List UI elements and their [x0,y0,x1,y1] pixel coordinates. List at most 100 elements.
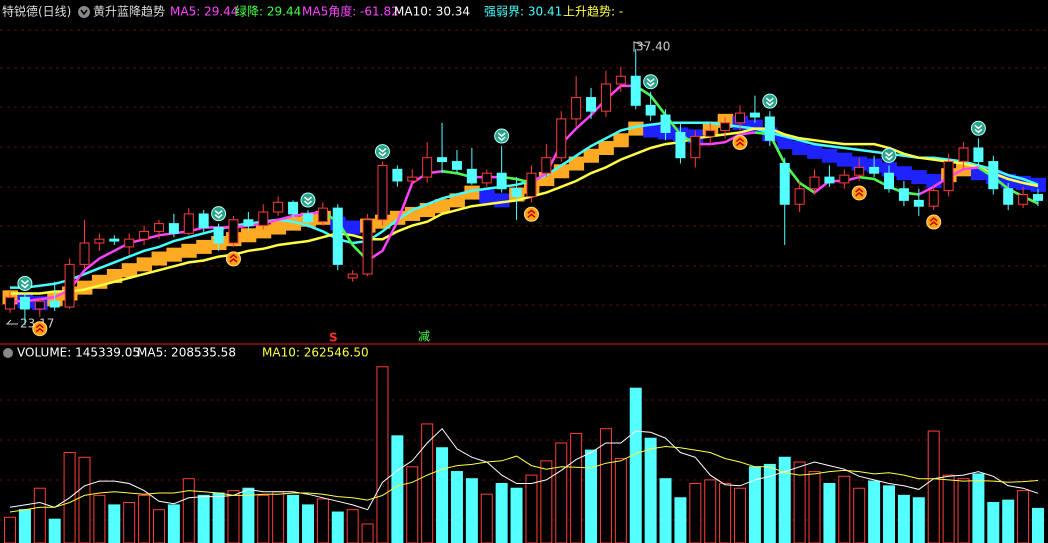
volume-bar [1032,507,1044,543]
volume-bar [436,447,449,543]
trend-band [240,228,257,243]
volume-bar [644,437,657,543]
candle-body [824,176,835,184]
volume-icon[interactable] [3,348,13,358]
trend-band [434,199,451,214]
trend-band [911,170,927,185]
volume-bar [808,471,821,543]
candle-body [94,238,105,244]
volume-bar [450,471,463,543]
candle-body [749,112,760,118]
volume-bar [361,523,374,543]
indicator-icon-arrow [80,9,88,16]
legend-item: MA5: 29.44 [170,5,238,19]
volume-bar [763,463,776,543]
trend-band [166,247,182,262]
volume-bar [614,457,627,543]
buy-signal [926,214,942,230]
trend-band [643,123,659,138]
volume-bar [108,504,121,543]
candle-body [243,219,254,227]
volume-bar [1002,499,1015,543]
candle-body [943,161,954,192]
candle-body [392,168,403,182]
volume-bar [316,498,329,543]
sell-signal [17,275,33,291]
sell-signal-arrow [885,151,894,161]
buy-signal-arrow [736,137,745,147]
jian-marker: 减 [418,330,430,344]
buy-signal [32,321,48,337]
volume-ma5-line [9,427,1039,511]
trend-band [151,251,167,266]
volume-bar [555,442,568,543]
buy-signal-arrow [855,187,864,197]
candle-body [481,172,492,184]
ma5-falling-segment [441,170,458,175]
volume-bar [704,479,717,543]
sell-signal [762,93,778,109]
volume-bar [33,487,46,543]
candle-body [839,174,850,184]
high-label: 37.40 [636,40,670,54]
candle-body [541,157,552,174]
candle-body [422,157,433,178]
trend-band [255,224,272,239]
legend-item: MA5角度: -61.82 [302,4,399,19]
candle-body [869,166,880,174]
candle-body [645,104,656,116]
indicator-icon[interactable] [78,6,90,18]
sell-signal-arrow [974,124,983,134]
volume-bar [93,494,106,543]
candle-body [586,97,597,112]
candle-body [258,211,269,227]
sell-signal [211,206,227,222]
trend-band [136,257,153,272]
trend-band [568,156,585,171]
candle-body [153,223,164,232]
volume-bar [123,502,136,543]
candle-body [49,300,60,308]
candle-body [64,263,75,308]
candle-body [675,131,686,159]
volume-ma10-line [9,445,1039,513]
volume-bar [510,487,523,543]
volume-bar [987,502,1000,543]
volume-bar [272,491,285,543]
candle-body [526,172,537,197]
buy-signal-arrow [35,323,44,333]
trend-band [613,133,629,148]
volume-bar [301,504,314,543]
candle-body [898,188,909,201]
volume-bar [346,509,359,543]
legend-item: 上升趋势: - [563,5,623,19]
volume-bar [406,466,419,543]
trend-band [449,193,465,208]
candle-body [288,201,299,215]
volume-bar [1017,490,1030,543]
candle-body [764,116,775,141]
trend-band [121,263,138,278]
volume-bar [480,493,493,543]
candle-body [913,199,924,207]
candle-body [317,207,328,223]
sell-signal [374,144,390,160]
buy-signal [523,206,539,222]
high-pointer [633,41,647,52]
volume-bar [868,480,881,543]
volume-legend-item: MA5: 208535.58 [137,346,236,360]
candle-body [466,168,477,184]
candle-body [988,161,999,190]
candle-body [556,118,567,159]
candle-body [198,213,209,229]
trend-band [1030,177,1046,192]
volume-bar [212,492,225,543]
sell-signal-arrow [214,210,223,219]
volume-bar [227,490,240,543]
volume-bar [18,509,31,543]
legend-item: MA10: 30.34 [394,5,470,19]
volume-bar [197,494,210,543]
volume-bar [48,518,61,543]
candle-body [794,188,805,205]
